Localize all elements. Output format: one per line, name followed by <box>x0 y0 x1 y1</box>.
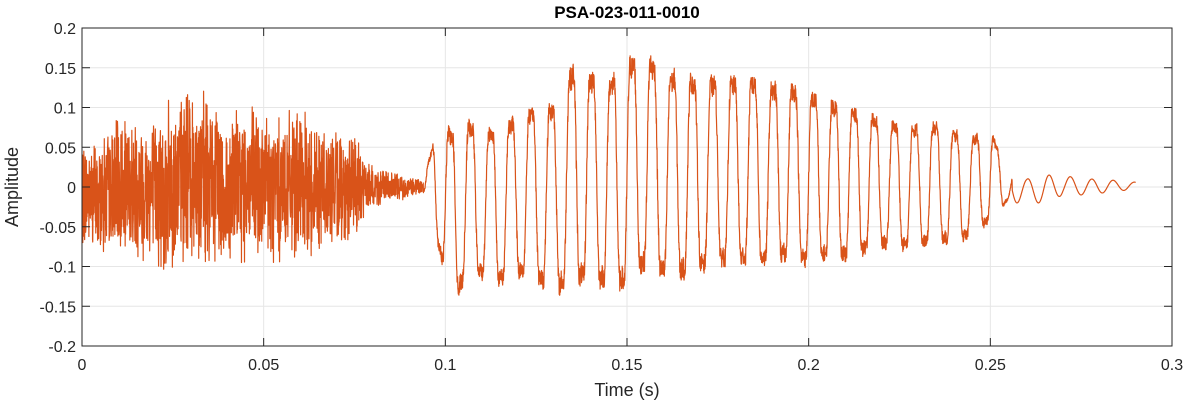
plot-area <box>82 55 1137 296</box>
x-tick-label: 0.25 <box>975 357 1006 374</box>
y-axis-label: Amplitude <box>2 147 22 227</box>
y-axis-ticks: -0.2 -0.15 -0.1 -0.05 0 0.05 0.1 0.15 0.2 <box>40 21 1172 356</box>
y-tick-label: 0.15 <box>45 61 76 78</box>
chart-title: PSA-023-011-0010 <box>554 3 700 22</box>
x-tick-label: 0.2 <box>798 357 820 374</box>
y-tick-label: -0.1 <box>48 260 76 277</box>
y-tick-label: -0.05 <box>40 220 77 237</box>
x-axis-ticks: 0 0.05 0.1 0.15 0.2 0.25 0.3 <box>78 28 1183 374</box>
x-tick-label: 0.15 <box>611 357 642 374</box>
x-tick-label: 0 <box>78 357 87 374</box>
y-tick-label: 0 <box>67 180 76 197</box>
x-axis-label: Time (s) <box>594 380 659 400</box>
y-tick-label: 0.05 <box>45 140 76 157</box>
y-tick-label: -0.2 <box>48 339 76 356</box>
y-tick-label: 0.1 <box>54 101 76 118</box>
x-tick-label: 0.1 <box>434 357 456 374</box>
waveform-series <box>82 55 1137 296</box>
x-tick-label: 0.3 <box>1161 357 1183 374</box>
y-tick-label: 0.2 <box>54 21 76 38</box>
y-tick-label: -0.15 <box>40 299 77 316</box>
x-tick-label: 0.05 <box>248 357 279 374</box>
